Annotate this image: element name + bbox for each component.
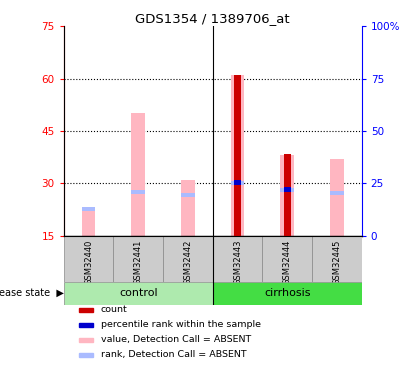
Bar [213, 282, 362, 305]
Bar [213, 236, 262, 282]
Bar [64, 236, 113, 282]
Bar [64, 282, 213, 305]
Text: value, Detection Call = ABSENT: value, Detection Call = ABSENT [101, 335, 251, 344]
Bar [81, 207, 95, 211]
Text: count: count [101, 305, 127, 314]
Text: GSM32442: GSM32442 [183, 239, 192, 285]
Bar [231, 75, 245, 236]
Text: GSM32441: GSM32441 [134, 239, 143, 285]
Bar [231, 181, 245, 185]
Text: rank, Detection Call = ABSENT: rank, Detection Call = ABSENT [101, 351, 246, 360]
Bar [234, 180, 241, 185]
Bar [280, 188, 294, 192]
Bar [330, 159, 344, 236]
Text: GSM32445: GSM32445 [332, 239, 342, 285]
Text: disease state  ▶: disease state ▶ [0, 288, 64, 298]
Bar [79, 338, 93, 342]
Bar [79, 353, 93, 357]
Text: GSM32444: GSM32444 [283, 239, 292, 285]
Bar [312, 236, 362, 282]
Text: cirrhosis: cirrhosis [264, 288, 310, 298]
Bar [330, 191, 344, 195]
Text: GSM32440: GSM32440 [84, 239, 93, 285]
Bar [284, 187, 291, 192]
Text: GSM32443: GSM32443 [233, 239, 242, 285]
Bar [79, 322, 93, 327]
Bar [284, 154, 291, 236]
Bar [81, 211, 95, 236]
Title: GDS1354 / 1389706_at: GDS1354 / 1389706_at [135, 12, 290, 25]
Bar [131, 189, 145, 194]
Text: control: control [119, 288, 157, 298]
Bar [79, 308, 93, 312]
Bar [280, 155, 294, 236]
Bar [113, 236, 163, 282]
Bar [262, 236, 312, 282]
Bar [181, 180, 195, 236]
Text: percentile rank within the sample: percentile rank within the sample [101, 320, 261, 329]
Bar [234, 75, 241, 236]
Bar [163, 236, 213, 282]
Bar [181, 193, 195, 197]
Bar [131, 114, 145, 236]
